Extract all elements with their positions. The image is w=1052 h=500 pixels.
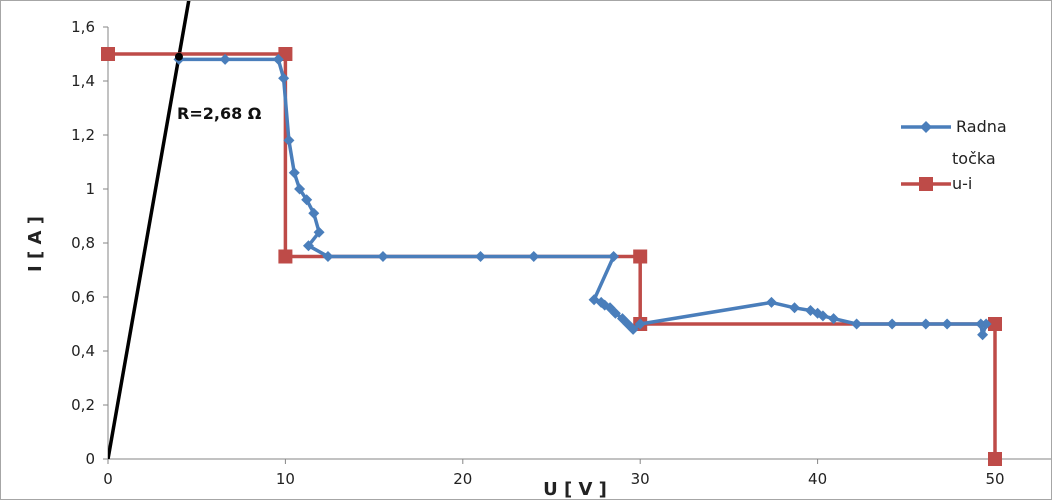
reference-line	[108, 1, 191, 459]
data-point-square	[988, 452, 1002, 466]
resistance-annotation: R=2,68 Ω	[177, 104, 262, 123]
y-tick-label: 0,2	[71, 396, 95, 414]
y-tick-label: 0,6	[71, 288, 95, 306]
data-point-square	[101, 47, 115, 61]
data-point-diamond	[977, 329, 989, 341]
y-tick-label: 1,2	[71, 126, 95, 144]
data-point-diamond	[817, 310, 829, 322]
y-tick-label: 0	[85, 450, 95, 468]
data-point-square	[988, 317, 1002, 331]
y-tick-label: 1	[85, 180, 95, 198]
data-point-diamond	[789, 302, 801, 314]
data-point-diamond	[377, 251, 389, 262]
y-tick-label: 0,4	[71, 342, 95, 360]
legend-label-u-i: u-i	[952, 174, 972, 193]
legend-label-radna-tocka-line2: točka	[952, 149, 996, 168]
x-tick-label: 50	[985, 470, 1004, 488]
data-point-diamond	[322, 251, 334, 262]
data-point-diamond	[886, 318, 898, 330]
x-tick-label: 10	[276, 470, 295, 488]
x-tick-label: 0	[103, 470, 113, 488]
x-tick-label: 20	[453, 470, 472, 488]
data-point-diamond	[634, 318, 646, 330]
y-tick-label: 1,4	[71, 72, 95, 90]
data-point-diamond	[941, 318, 953, 330]
legend-marker-square	[919, 177, 933, 191]
series-u-i	[101, 47, 1002, 466]
data-point-diamond	[301, 194, 313, 206]
intersection-point	[174, 52, 183, 61]
y-axis-title: I [ A ]	[25, 216, 46, 272]
y-tick-label: 0,8	[71, 234, 95, 252]
data-point-diamond	[475, 251, 487, 262]
data-point-diamond	[627, 323, 639, 335]
data-point-diamond	[608, 251, 620, 262]
data-point-diamond	[302, 240, 314, 252]
data-point-diamond	[920, 318, 932, 330]
data-point-diamond	[313, 226, 325, 238]
data-point-diamond	[294, 183, 306, 195]
data-point-diamond	[609, 307, 621, 319]
series-radna-tocka	[173, 53, 992, 341]
legend: Radna točka u-i	[901, 117, 1007, 193]
resistance-line	[108, 1, 191, 459]
data-point-square	[278, 249, 293, 264]
data-point-diamond	[278, 72, 290, 84]
x-tick-label: 30	[631, 470, 650, 488]
data-point-diamond	[288, 167, 300, 179]
axes: 0 0,2 0,4 0,6 0,8 1 1,2 1,4 1,6 0 10 20 30 40 50	[71, 18, 1051, 488]
data-point-diamond	[765, 296, 777, 308]
data-point-diamond	[219, 53, 231, 65]
data-point-diamond	[980, 318, 992, 330]
data-point-square	[633, 249, 648, 264]
data-point-diamond	[308, 207, 320, 219]
x-tick-label: 40	[808, 470, 827, 488]
data-point-diamond	[851, 318, 863, 330]
series-layer	[101, 47, 1002, 466]
legend-label-radna-tocka-line1: Radna	[956, 117, 1007, 136]
data-point-diamond	[528, 251, 540, 262]
legend-marker-diamond	[920, 121, 932, 133]
data-point-diamond	[828, 313, 840, 325]
series-line	[179, 57, 988, 337]
x-axis-title: U [ V ]	[543, 479, 607, 499]
data-point-diamond	[283, 134, 295, 146]
y-tick-label: 1,6	[71, 18, 95, 36]
data-point-diamond	[272, 53, 284, 65]
